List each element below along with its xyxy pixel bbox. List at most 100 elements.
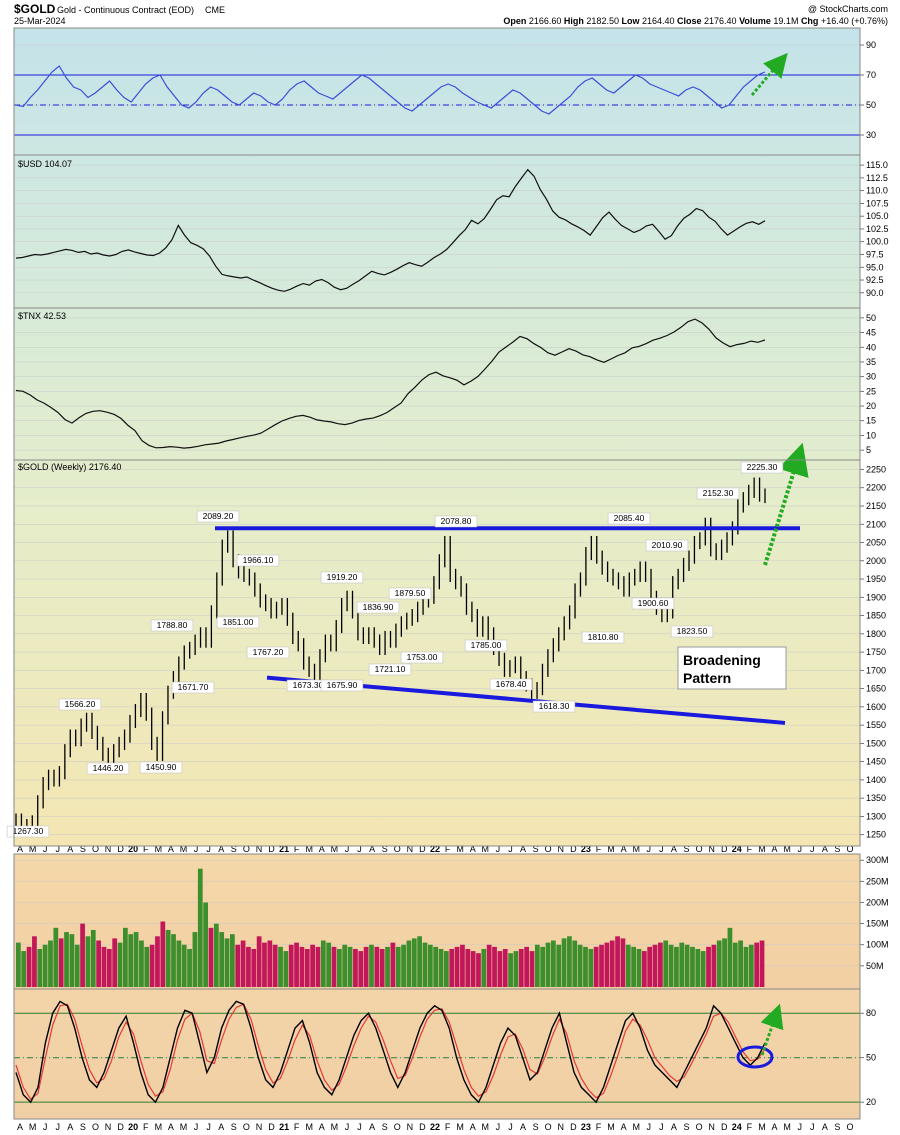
volume-bar xyxy=(96,940,101,987)
y-tick-label: 250M xyxy=(866,876,889,886)
volume-bar xyxy=(53,927,59,987)
x-tick-label: J xyxy=(659,844,664,854)
x-tick-label: J xyxy=(797,1122,802,1132)
price-label-bg xyxy=(139,761,183,774)
x-tick-label: 20 xyxy=(128,844,138,854)
volume-bar xyxy=(224,938,230,987)
volume-bar xyxy=(631,946,636,987)
annotation-line2: Pattern xyxy=(683,670,731,686)
x-tick-label: S xyxy=(382,1122,388,1132)
volume-bar xyxy=(615,936,620,987)
x-tick-label: A xyxy=(218,1122,224,1132)
price-label-bg xyxy=(246,646,290,659)
volume-bar xyxy=(278,946,283,987)
volume-bar xyxy=(716,940,722,987)
volume-bar xyxy=(663,940,669,987)
price-label: 1267.30 xyxy=(13,826,44,836)
x-tick-label: O xyxy=(92,1122,99,1132)
x-tick-label: O xyxy=(846,1122,853,1132)
x-tick-label: J xyxy=(496,1122,501,1132)
volume-bar xyxy=(722,938,727,987)
x-tick-label: M xyxy=(758,1122,766,1132)
volume-bar xyxy=(518,948,524,987)
tnx-panel: 50 45 40 35 30 25 20 15 10 5 xyxy=(14,313,876,455)
volume-bar xyxy=(37,948,43,987)
y-tick-label: 150M xyxy=(866,919,889,929)
y-tick-label: 105.0 xyxy=(866,211,889,221)
price-label: 2078.80 xyxy=(441,516,472,526)
instrument-name: Gold - Continuous Contract (EOD) xyxy=(57,5,194,15)
x-tick-label: A xyxy=(621,1122,627,1132)
price-label-bg xyxy=(171,681,215,694)
price-label-bg xyxy=(86,762,130,775)
x-tick-label: A xyxy=(772,1122,778,1132)
volume-bar xyxy=(497,951,503,987)
volume-bar xyxy=(658,942,663,987)
tnx-label: $TNX 42.53 xyxy=(18,311,66,321)
volume-bar xyxy=(133,932,139,987)
quote-label: Open xyxy=(503,16,529,26)
y-tick-label: 92.5 xyxy=(866,275,884,285)
y-tick-label: 1600 xyxy=(866,702,886,712)
volume-bar xyxy=(240,940,246,987)
volume-bar xyxy=(26,946,32,987)
volume-bar xyxy=(695,948,701,987)
x-tick-label: J xyxy=(206,1122,211,1132)
x-tick-label: M xyxy=(758,844,766,854)
volume-bar xyxy=(513,951,519,987)
x-tick-label: A xyxy=(520,1122,526,1132)
volume-bar xyxy=(106,948,112,987)
volume-bar xyxy=(551,940,556,987)
x-tick-label: A xyxy=(621,844,627,854)
x-tick-label: A xyxy=(67,844,73,854)
y-tick-label: 30 xyxy=(866,130,876,140)
quote-label: High xyxy=(564,16,587,26)
volume-bar xyxy=(304,948,310,987)
volume-bar xyxy=(395,946,401,987)
volume-bar xyxy=(492,946,497,987)
x-tick-label: F xyxy=(596,844,602,854)
volume-bar xyxy=(112,938,118,987)
usd-panel: 115.0 112.5 110.0 107.5 105.0 102.5 100.0 97.5 9… xyxy=(14,160,889,298)
volume-bar xyxy=(90,929,96,987)
y-tick-label: 2000 xyxy=(866,556,886,566)
x-tick-label: A xyxy=(67,1122,73,1132)
y-tick-label: 1350 xyxy=(866,793,886,803)
volume-bar xyxy=(433,946,439,987)
x-tick-label: N xyxy=(256,1122,263,1132)
x-tick-label: D xyxy=(721,844,728,854)
quote-value: 2176.40 xyxy=(704,16,739,26)
volume-bar xyxy=(465,948,471,987)
volume-bar xyxy=(481,948,487,987)
y-tick-label: 90.0 xyxy=(866,288,884,298)
volume-bar xyxy=(369,944,374,987)
volume-bar xyxy=(144,946,150,987)
x-tick-label: A xyxy=(520,844,526,854)
x-tick-label: F xyxy=(596,1122,602,1132)
x-tick-label: 24 xyxy=(732,1122,742,1132)
y-tick-label: 5 xyxy=(866,445,871,455)
volume-bar xyxy=(32,936,37,987)
volume-bar xyxy=(16,942,21,987)
quote-value: 2182.50 xyxy=(586,16,621,26)
volume-bar xyxy=(160,921,166,987)
y-tick-label: 50 xyxy=(866,100,876,110)
price-label: 1673.30 xyxy=(293,680,324,690)
price-label-bg xyxy=(150,619,194,632)
y-tick-label: 25 xyxy=(866,386,876,396)
x-tick-label: F xyxy=(747,844,753,854)
x-tick-label: S xyxy=(684,1122,690,1132)
x-tick-label: A xyxy=(822,844,828,854)
volume-bar xyxy=(406,940,412,987)
price-label-bg xyxy=(356,601,400,614)
price-label-bg xyxy=(400,651,444,664)
volume-bar xyxy=(454,946,460,987)
volume-bar xyxy=(331,946,337,987)
x-tick-label: M xyxy=(29,1122,37,1132)
x-tick-label: J xyxy=(508,844,513,854)
volume-bar xyxy=(58,938,64,987)
volume-bar xyxy=(219,932,225,987)
volume-bar xyxy=(684,944,690,987)
volume-bar xyxy=(347,946,353,987)
x-tick-label: D xyxy=(117,844,124,854)
